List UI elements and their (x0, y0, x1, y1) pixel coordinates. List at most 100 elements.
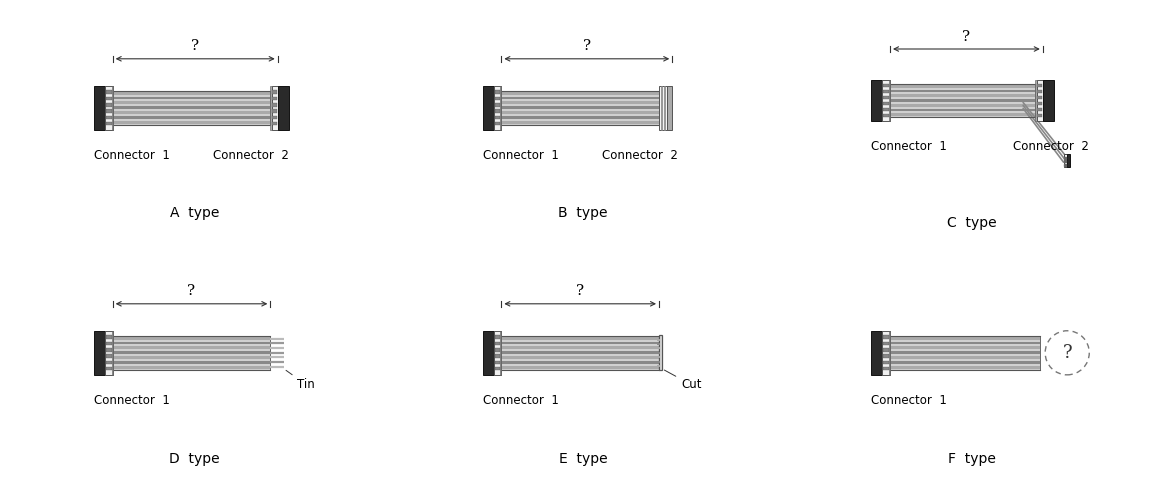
Text: Connector  1: Connector 1 (483, 394, 559, 408)
Bar (272, 91, 276, 94)
Bar (272, 86, 279, 130)
Bar (890, 108, 1035, 111)
Bar (890, 95, 1035, 97)
Bar (883, 348, 890, 351)
Bar (501, 351, 659, 354)
Bar (890, 346, 1040, 349)
Bar (106, 116, 112, 119)
Text: Connector  2: Connector 2 (1013, 140, 1089, 153)
Bar (494, 336, 500, 339)
Bar (501, 346, 659, 349)
Bar (1063, 154, 1067, 167)
Bar (890, 351, 1040, 354)
Bar (113, 111, 271, 114)
Bar (94, 331, 105, 375)
Bar (106, 342, 112, 345)
Bar (890, 337, 1040, 340)
Bar (500, 86, 501, 130)
Bar (113, 366, 271, 369)
Bar (501, 106, 659, 109)
Bar (1035, 79, 1037, 121)
Text: Connector  2: Connector 2 (602, 149, 677, 163)
Bar (106, 103, 112, 106)
Bar (1037, 79, 1044, 121)
Bar (1044, 79, 1054, 121)
Bar (106, 354, 112, 358)
Text: A  type: A type (169, 206, 219, 220)
Bar (106, 367, 112, 370)
Bar (1037, 102, 1041, 105)
Bar (494, 361, 500, 364)
Bar (483, 331, 493, 375)
Bar (113, 361, 271, 364)
Text: B  type: B type (559, 206, 607, 220)
Text: ?: ? (1062, 344, 1072, 362)
Bar (1037, 114, 1041, 117)
Bar (501, 97, 659, 99)
Bar (493, 331, 501, 375)
Bar (883, 331, 890, 375)
Bar (494, 103, 500, 106)
Text: Connector  1: Connector 1 (94, 149, 170, 163)
Bar (272, 116, 276, 119)
Bar (272, 103, 276, 106)
Bar (494, 91, 500, 94)
Bar (871, 331, 883, 375)
Bar (890, 90, 1035, 93)
Bar (113, 91, 271, 125)
Text: Connector  1: Connector 1 (871, 394, 947, 408)
Bar (494, 342, 500, 345)
Text: Connector  2: Connector 2 (213, 149, 289, 163)
Bar (113, 116, 271, 119)
Bar (106, 336, 112, 339)
Bar (105, 86, 113, 130)
Bar (271, 86, 272, 130)
Bar (883, 354, 890, 358)
Bar (1037, 90, 1041, 93)
Text: Connector  1: Connector 1 (871, 140, 947, 153)
Bar (883, 114, 890, 117)
Text: Cut: Cut (665, 370, 702, 391)
Bar (888, 79, 890, 121)
Text: Connector  1: Connector 1 (94, 394, 170, 408)
Bar (106, 91, 112, 94)
Bar (501, 361, 659, 364)
Bar (112, 86, 113, 130)
Bar (501, 92, 659, 95)
Bar (890, 361, 1040, 364)
Bar (113, 336, 271, 370)
Bar (106, 122, 112, 125)
Bar (272, 109, 276, 113)
Bar (883, 102, 890, 105)
Bar (112, 331, 113, 375)
Bar (890, 84, 1035, 117)
Bar (494, 116, 500, 119)
Bar (890, 336, 1040, 370)
Bar (113, 121, 271, 124)
Bar (501, 337, 659, 340)
Bar (659, 335, 662, 370)
Bar (871, 79, 883, 121)
Bar (494, 97, 500, 100)
Bar (106, 348, 112, 351)
Bar (883, 90, 890, 93)
Bar (667, 86, 672, 130)
Bar (890, 342, 1040, 344)
Text: ?: ? (188, 284, 196, 298)
Text: Tin: Tin (286, 370, 315, 391)
Bar (501, 111, 659, 114)
Bar (501, 366, 659, 369)
Bar (113, 351, 271, 354)
Bar (890, 99, 1035, 102)
Bar (94, 86, 105, 130)
Bar (494, 348, 500, 351)
Bar (106, 361, 112, 364)
Bar (501, 356, 659, 359)
Bar (279, 86, 289, 130)
Bar (494, 122, 500, 125)
Bar (494, 367, 500, 370)
Bar (113, 106, 271, 109)
Bar (659, 86, 667, 130)
Bar (883, 367, 890, 370)
Text: D  type: D type (169, 451, 219, 466)
